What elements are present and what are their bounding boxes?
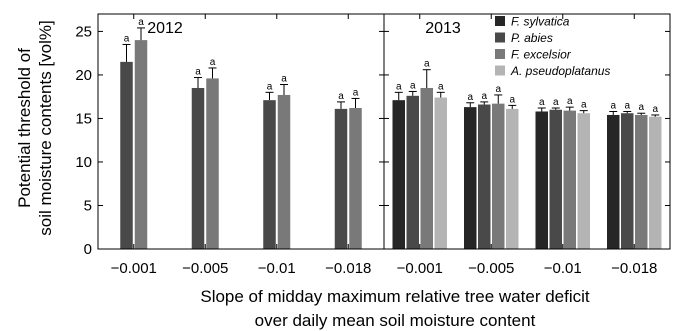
significance-label: a [410,80,416,91]
bar [349,108,362,249]
x-tick-label: −0.01 [258,260,296,277]
bar [649,116,662,249]
significance-label: a [610,100,616,111]
y-axis-title-line1: Potential threshold of [15,48,34,208]
x-axis-title-line1: Slope of midday maximum relative tree wa… [200,287,590,306]
legend-label: A. pseudoplatanus [510,64,610,78]
y-tick-label: 15 [75,110,92,127]
y-tick-label: 5 [84,197,92,214]
y-tick-label: 20 [75,67,92,84]
y-axis-title-line2: soil moisture contents [vol%] [36,20,55,235]
significance-label: a [638,102,644,113]
bar [134,40,148,249]
significance-label: a [438,81,444,92]
legend-swatch [495,16,505,26]
bar [464,107,477,249]
significance-label: a [652,104,658,115]
panel-frame-2013 [383,13,671,250]
significance-label: a [481,91,487,102]
significance-label: a [624,100,630,111]
significance-label: a [509,94,515,105]
bar [621,113,634,249]
bar [434,97,447,249]
significance-label: a [353,87,359,98]
axes-layer [97,13,671,250]
bar [263,100,276,250]
bar [334,108,348,250]
legend-label: F. excelsior [511,48,572,62]
significance-label: a [467,92,473,103]
bar [492,103,505,249]
bar [549,109,562,249]
bar [120,61,133,250]
bar [420,87,433,250]
bar [607,114,620,250]
bar [635,114,648,250]
x-tick-label: −0.018 [611,260,657,277]
significance-label: a [338,91,344,102]
bar [535,111,548,250]
bar [563,110,576,249]
x-tick-label: −0.005 [182,260,228,277]
bar [478,104,491,249]
panel-title-2012: 2012 [147,20,183,37]
bar [506,108,519,250]
significance-label: a [396,81,402,92]
legend-label: P. abies [511,31,553,45]
legend-label: F. sylvatica [511,15,570,29]
significance-label: a [138,17,144,28]
y-tick-label: 10 [75,154,92,171]
significance-label: a [210,57,216,68]
y-tick-label: 0 [84,241,92,258]
x-axis-title-line2: over daily mean soil moisture content [255,311,536,330]
bar [191,87,205,250]
significance-label: a [281,74,287,85]
panel-title-2013: 2013 [425,20,461,37]
x-tick-label: −0.001 [111,260,157,277]
bar [406,95,419,249]
x-tick-label: −0.005 [468,260,514,277]
significance-label: a [581,100,587,111]
bar [577,113,590,249]
significance-label: a [553,97,559,108]
legend-swatch [495,65,505,76]
x-tick-label: −0.018 [325,260,371,277]
x-tick-label: −0.001 [397,260,443,277]
y-tick-label: 25 [75,23,92,40]
significance-label: a [539,97,545,108]
significance-label: a [267,81,273,92]
significance-label: a [124,33,130,44]
legend-swatch [495,32,505,43]
x-tick-label: −0.01 [544,260,582,277]
significance-label: a [567,96,573,107]
significance-label: a [495,84,501,95]
bars-layer [120,27,662,250]
bar [392,100,405,250]
bar [206,78,219,249]
significance-label: a [195,67,201,78]
legend-swatch [495,49,505,59]
bar [277,94,291,249]
significance-label: a [424,59,430,70]
